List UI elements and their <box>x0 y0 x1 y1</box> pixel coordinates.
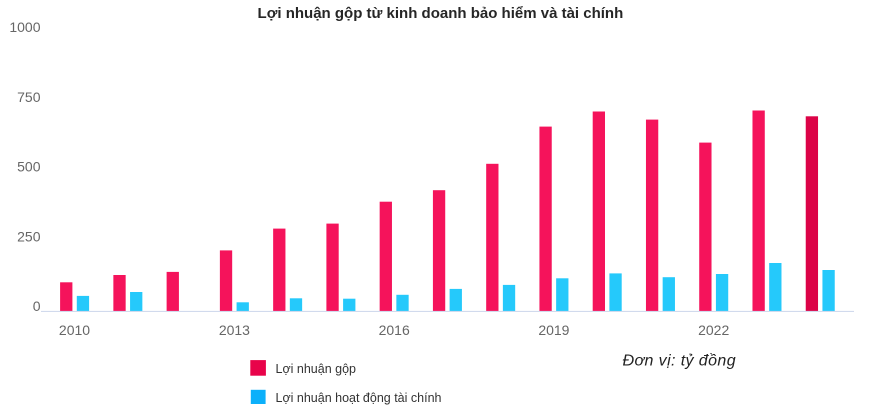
svg-text:Lợi nhuận gộp: Lợi nhuận gộp <box>276 362 357 376</box>
svg-text:500: 500 <box>17 159 41 175</box>
svg-text:1000: 1000 <box>9 19 40 35</box>
svg-text:2016: 2016 <box>379 322 410 338</box>
svg-text:750: 750 <box>17 89 41 105</box>
svg-text:2019: 2019 <box>538 322 569 338</box>
svg-text:2022: 2022 <box>698 322 729 338</box>
svg-text:Đơn vị: tỷ đồng: Đơn vị: tỷ đồng <box>623 352 737 369</box>
svg-text:0: 0 <box>33 298 41 314</box>
svg-text:Lợi nhuận hoạt động tài chính: Lợi nhuận hoạt động tài chính <box>276 391 442 405</box>
svg-text:250: 250 <box>17 228 41 244</box>
svg-text:2010: 2010 <box>59 322 90 338</box>
svg-text:2013: 2013 <box>219 322 250 338</box>
svg-text:Lợi nhuận gộp từ kinh doanh bả: Lợi nhuận gộp từ kinh doanh bảo hiểm và … <box>258 5 624 22</box>
